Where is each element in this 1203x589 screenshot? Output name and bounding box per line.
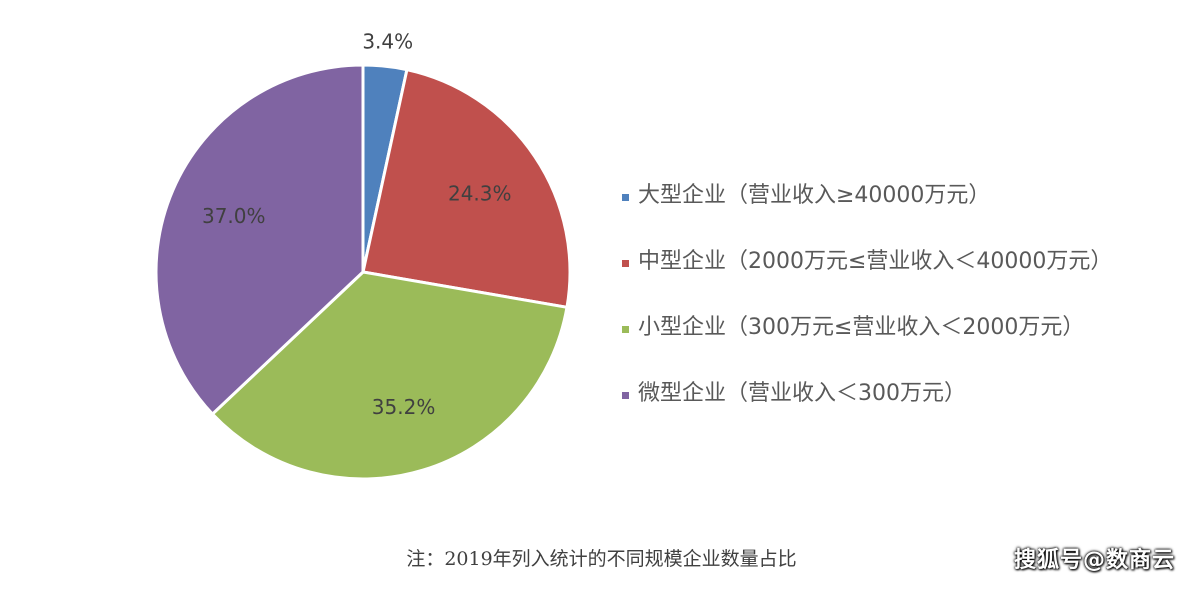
legend-swatch-micro bbox=[622, 392, 629, 399]
legend-item-large: 大型企业（营业收入≥40000万元） bbox=[622, 176, 1112, 242]
legend-swatch-large bbox=[622, 194, 629, 201]
chart-legend: 大型企业（营业收入≥40000万元） 中型企业（2000万元≤营业收入＜4000… bbox=[622, 176, 1112, 440]
legend-label-large: 大型企业（营业收入≥40000万元） bbox=[638, 183, 991, 208]
pie-label-small: 35.2% bbox=[372, 395, 436, 419]
legend-item-medium: 中型企业（2000万元≤营业收入＜40000万元） bbox=[622, 242, 1112, 308]
pie-data-labels: 3.4% 24.3% 35.2% 37.0% bbox=[202, 29, 512, 418]
watermark: 搜狐号@数商云 bbox=[1013, 548, 1175, 573]
pie-slices bbox=[154, 63, 572, 481]
legend-label-micro: 微型企业（营业收入＜300万元） bbox=[638, 381, 966, 406]
pie-slice-small bbox=[210, 270, 569, 481]
legend-item-micro: 微型企业（营业收入＜300万元） bbox=[622, 374, 1112, 440]
pie-label-medium: 24.3% bbox=[448, 181, 512, 205]
legend-label-small: 小型企业（300万元≤营业收入＜2000万元） bbox=[638, 315, 1085, 340]
legend-swatch-medium bbox=[622, 260, 629, 267]
legend-item-small: 小型企业（300万元≤营业收入＜2000万元） bbox=[622, 308, 1112, 374]
pie-slice-medium bbox=[361, 68, 572, 309]
pie-label-large: 3.4% bbox=[362, 29, 413, 53]
legend-swatch-small bbox=[622, 326, 629, 333]
chart-footnote: 注：2019年列入统计的不同规模企业数量占比 bbox=[406, 548, 797, 570]
pie-label-micro: 37.0% bbox=[202, 204, 266, 228]
legend-label-medium: 中型企业（2000万元≤营业收入＜40000万元） bbox=[638, 249, 1113, 274]
pie-slice-micro bbox=[154, 63, 365, 416]
